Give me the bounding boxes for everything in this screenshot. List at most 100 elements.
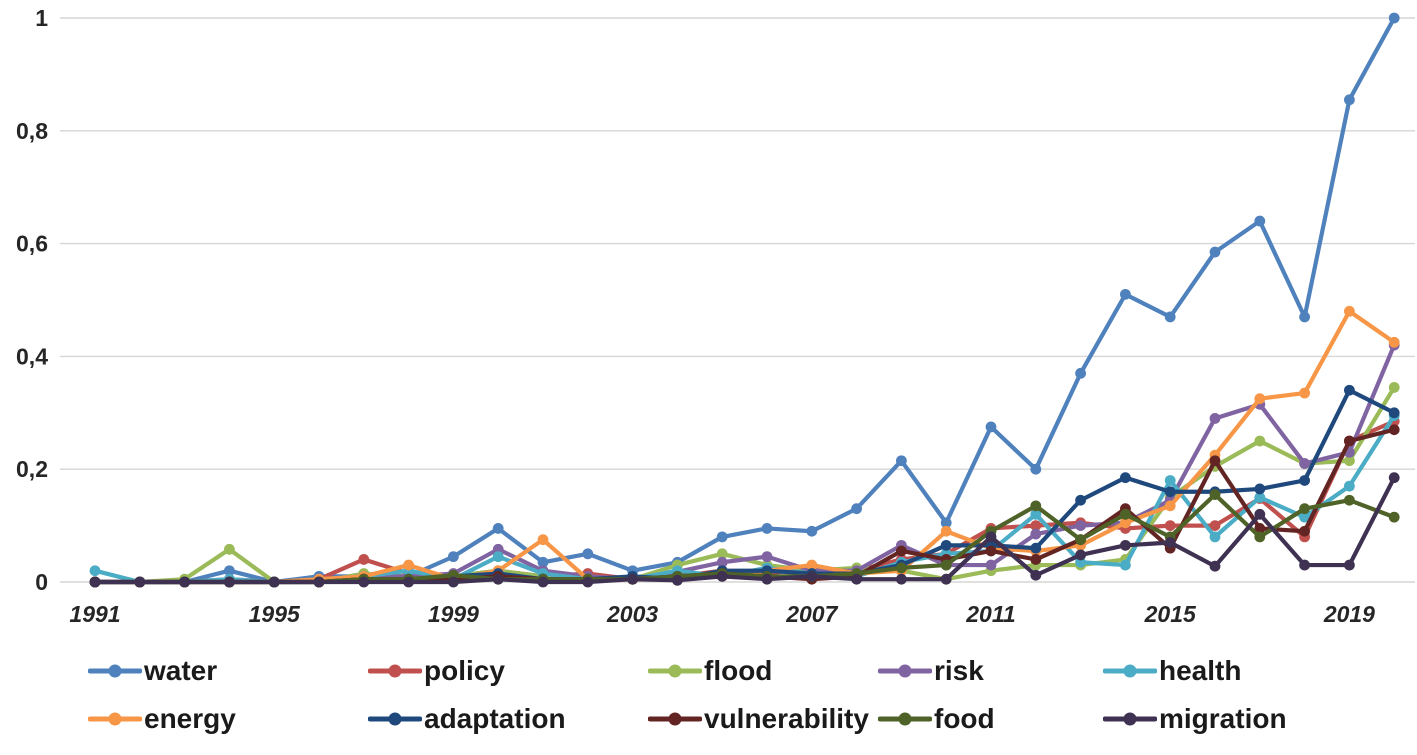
data-point-vulnerability-2019 [1344,435,1355,447]
x-tick-label: 2015 [1144,601,1197,627]
data-point-flood-2019 [1344,455,1355,467]
data-point-migration-1992 [134,576,146,588]
legend-marker-health [1103,664,1157,678]
data-point-vulnerability-2009 [896,545,907,557]
data-point-migration-1991 [89,576,101,588]
data-point-migration-2002 [582,576,594,588]
x-tick-label: 1995 [249,601,301,627]
data-point-energy-2020 [1388,336,1400,348]
data-point-water-2000 [492,523,504,534]
data-point-water-2015 [1164,311,1176,323]
x-tick-label: 1991 [69,601,120,627]
data-point-food-2018 [1299,503,1310,515]
data-point-migration-1996 [313,576,325,588]
y-tick-label: 1 [35,5,48,31]
data-point-migration-1998 [403,576,414,588]
legend-item-flood: flood [648,648,772,694]
data-point-energy-2010 [940,525,952,537]
data-point-water-2009 [896,455,907,467]
data-point-health-2014 [1120,559,1131,571]
data-point-migration-2012 [1030,569,1042,581]
legend-marker-flood [648,664,702,678]
data-point-migration-2010 [940,573,952,585]
x-tick-label: 2003 [606,601,658,627]
legend-item-policy: policy [368,648,505,694]
data-point-adaptation-2010 [940,539,952,551]
legend-label-energy: energy [144,703,236,734]
data-point-water-2005 [716,531,728,543]
data-point-migration-2017 [1254,508,1266,520]
data-point-risk-2006 [761,551,773,563]
data-point-vulnerability-2017 [1254,523,1266,534]
data-point-policy-1997 [358,554,370,565]
y-tick-label: 0,4 [16,343,48,369]
data-point-water-2020 [1388,12,1400,24]
data-point-water-1994 [224,565,235,577]
data-point-migration-2008 [851,573,862,585]
data-point-vulnerability-2012 [1030,554,1042,565]
legend-item-food: food [878,696,995,742]
legend-marker-dot [1123,712,1137,726]
data-point-water-2011 [985,421,997,433]
data-point-water-1999 [448,551,459,563]
data-point-migration-2001 [537,576,549,588]
data-point-energy-2001 [537,534,549,546]
series-line-migration [92,475,1397,585]
data-point-water-2019 [1344,94,1355,106]
chart-legend: water policy flood risk health energy adaptati… [0,640,1417,750]
data-point-flood-2020 [1388,382,1400,393]
data-point-water-2017 [1254,215,1266,227]
data-point-energy-2019 [1344,305,1355,317]
data-point-migration-2014 [1120,539,1131,551]
data-point-risk-2016 [1209,413,1221,424]
data-point-migration-2003 [627,573,638,585]
legend-marker-dot [108,664,122,678]
data-point-risk-2005 [716,556,728,568]
data-point-energy-2017 [1254,393,1266,405]
data-point-migration-2019 [1344,559,1355,571]
legend-marker-adaptation [368,712,422,726]
data-point-migration-2018 [1299,559,1310,571]
legend-marker-food [878,712,932,726]
data-point-risk-2011 [985,559,997,571]
legend-row-0: water policy flood risk health [0,648,1417,694]
data-point-migration-2009 [896,573,907,585]
legend-item-migration: migration [1103,696,1287,742]
data-point-water-2018 [1299,311,1310,323]
legend-item-vulnerability: vulnerability [648,696,869,742]
legend-marker-risk [878,664,932,678]
data-point-migration-2004 [672,574,683,586]
data-point-migration-1994 [224,576,235,588]
data-point-health-2000 [492,551,504,563]
data-point-migration-2020 [1388,472,1400,484]
data-point-adaptation-2017 [1254,483,1266,495]
y-tick-label: 0,6 [16,231,48,257]
data-point-water-2010 [940,517,952,529]
legend-marker-energy [88,712,142,726]
legend-label-health: health [1159,655,1242,686]
legend-marker-dot [388,712,402,726]
x-tick-label: 1999 [428,601,479,627]
plot-area: 0 0,2 0,4 0,6 0,8 1 1991 1995 1999 2003 2007 2011 20… [16,5,1415,627]
y-tick-label: 0,2 [16,456,48,482]
data-point-migration-2000 [492,573,504,585]
data-point-water-2013 [1075,367,1086,379]
data-point-vulnerability-2018 [1299,525,1310,537]
data-point-adaptation-2018 [1299,475,1310,486]
data-point-health-2018 [1299,511,1310,523]
data-point-adaptation-2020 [1388,407,1400,419]
data-point-water-2006 [761,523,773,534]
line-chart: 0 0,2 0,4 0,6 0,8 1 1991 1995 1999 2003 2007 2011 20… [16,5,1415,627]
data-point-migration-2013 [1075,549,1086,561]
data-point-migration-2007 [806,570,818,582]
legend-item-adaptation: adaptation [368,696,566,742]
data-point-adaptation-2012 [1030,542,1042,554]
data-point-migration-2016 [1209,560,1221,572]
data-point-food-2017 [1254,531,1266,543]
x-tick-label: 2007 [785,601,838,627]
data-point-migration-1995 [268,576,280,588]
data-point-adaptation-2019 [1344,384,1355,396]
data-point-migration-2011 [985,531,997,543]
legend-marker-dot [108,712,122,726]
data-point-policy-2016 [1209,520,1221,531]
